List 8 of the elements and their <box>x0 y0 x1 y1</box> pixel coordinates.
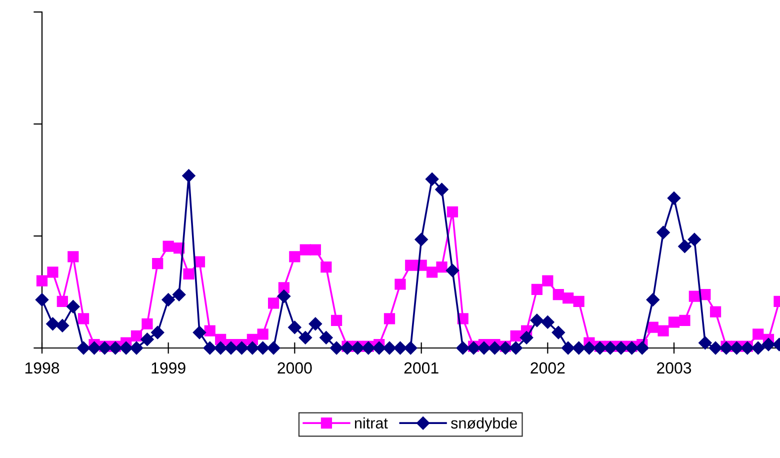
x-tick-label: 2001 <box>404 362 438 374</box>
x-tick-label: 1998 <box>25 362 60 374</box>
x-tick-label: 2003 <box>657 362 692 374</box>
legend-label: snødybde <box>451 417 517 432</box>
x-tick-label: 2000 <box>278 362 312 374</box>
x-tick-label: 2002 <box>530 362 565 374</box>
x-tick-label: 1999 <box>152 362 186 374</box>
legend-label: nitrat <box>354 417 388 429</box>
